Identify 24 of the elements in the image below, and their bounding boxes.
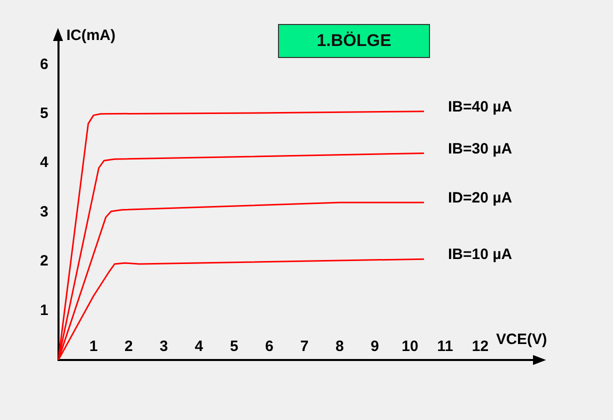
x-tick-label: 3 [160, 338, 168, 356]
x-tick-label: 4 [194, 338, 204, 356]
x-tick-label: 6 [265, 338, 274, 356]
x-axis-title: VCE(V) [496, 331, 547, 348]
x-tick-label: 10 [402, 338, 418, 356]
x-tick-label: 9 [370, 338, 379, 356]
x-tick-label: 11 [437, 338, 454, 356]
x-tick-label: 2 [124, 338, 133, 356]
y-tick-label: 5 [40, 104, 48, 122]
series-label: IB=40 µA [448, 98, 512, 116]
y-tick-label: 1 [40, 302, 48, 319]
x-tick-label: 5 [230, 338, 238, 356]
y-tick-label: 2 [40, 252, 48, 270]
y-tick-label: 6 [40, 56, 48, 73]
y-axis-title: IC(mA) [66, 27, 116, 44]
x-tick-label: 8 [335, 338, 344, 356]
y-tick-label: 3 [40, 203, 48, 220]
series-label: ID=20 µA [448, 190, 512, 207]
y-tick-label: 4 [40, 154, 49, 172]
x-tick-label: 7 [300, 338, 309, 356]
series-label: IB=30 µA [448, 140, 512, 158]
series-label: IB=10 µA [448, 246, 512, 264]
x-tick-label: 1 [89, 338, 98, 356]
x-tick-label: 12 [472, 338, 489, 356]
